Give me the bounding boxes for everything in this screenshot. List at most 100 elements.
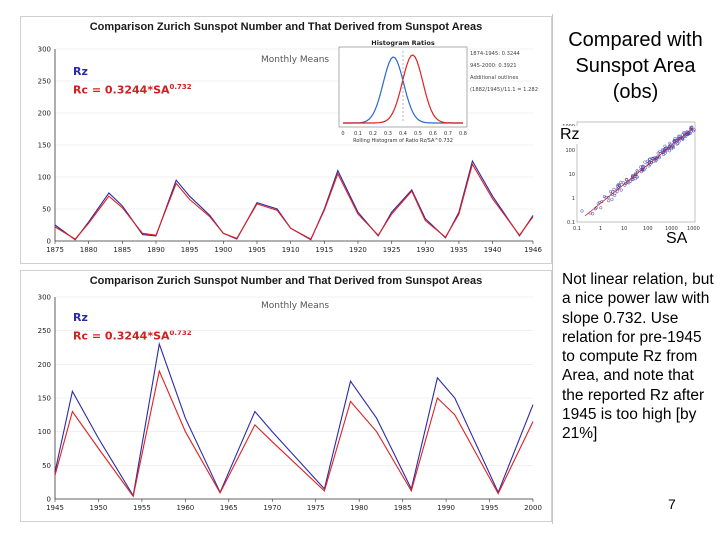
- scatter-point: [678, 139, 682, 143]
- scatter-point: [610, 197, 614, 202]
- x-tick-label: 1960: [176, 504, 194, 512]
- scatter-point: [599, 206, 603, 210]
- scatter-point: [668, 141, 672, 145]
- inset-tick-label: 0.1: [354, 131, 362, 137]
- scatter-point: [617, 186, 621, 190]
- scatter-point: [613, 193, 617, 197]
- chart-top-legend-rz: Rz: [73, 65, 88, 78]
- series-line-rz: [54, 159, 534, 241]
- scatter-point: [657, 156, 661, 160]
- scatter-point: [692, 128, 696, 132]
- slide-title: Compared with Sunspot Area (obs): [568, 29, 703, 103]
- scatter-y-tick: 100: [565, 148, 575, 154]
- x-tick-label: 1980: [350, 504, 368, 512]
- chart-bottom-legend-rc: Rc = 0.3244*SA0.732: [73, 329, 192, 343]
- scatter-point: [609, 190, 613, 194]
- inset-tick-label: 0.6: [429, 131, 437, 137]
- scatter-point: [621, 181, 625, 185]
- chart-bottom-legend-rz: Rz: [73, 311, 88, 324]
- inset-xlabel: Rolling Histogram of Ratio Rz/SA^0.732: [353, 138, 453, 144]
- scatter-point: [671, 146, 676, 150]
- chart-bottom-title: Comparison Zurich Sunspot Number and Tha…: [89, 275, 483, 287]
- scatter-point: [654, 156, 658, 161]
- scatter-x-tick: 1000: [665, 226, 678, 232]
- inset-tick-label: 0.4: [399, 131, 407, 137]
- scatter-point: [580, 209, 584, 213]
- x-tick-label: 1885: [113, 246, 131, 254]
- chart-top-legend-rc: Rc = 0.3244*SA0.732: [73, 83, 192, 97]
- y-tick-label: 250: [38, 327, 51, 335]
- y-tick-label: 100: [38, 428, 51, 436]
- inset-note: (1882/1945)/11.1 = 1.282: [470, 87, 538, 93]
- x-tick-label: 1985: [394, 504, 412, 512]
- scatter-point: [619, 188, 623, 192]
- inset-note: 1874-1945: 0.3244: [470, 51, 521, 57]
- scatter-x-tick: 1: [599, 226, 602, 232]
- scatter-point: [679, 135, 683, 140]
- x-tick-label: 1950: [90, 504, 108, 512]
- scatter-plot: 0.111010010001000010001001010.1: [562, 121, 700, 232]
- scatter-x-tick: 100: [643, 226, 653, 232]
- x-tick-label: 1946: [524, 246, 542, 254]
- chart-bottom: Comparison Zurich Sunspot Number and Tha…: [20, 270, 552, 522]
- scatter-point: [676, 141, 680, 146]
- y-tick-label: 0: [47, 238, 51, 246]
- scatter-point: [634, 173, 638, 177]
- scatter-fit-line: [584, 127, 694, 217]
- x-tick-label: 1970: [263, 504, 281, 512]
- y-tick-label: 300: [38, 46, 51, 54]
- x-tick-label: 1935: [450, 246, 468, 254]
- y-tick-label: 200: [38, 110, 51, 118]
- page-number: 7: [668, 496, 676, 512]
- series-line-rc: [54, 369, 534, 498]
- scatter-point: [671, 144, 675, 148]
- x-tick-label: 1920: [349, 246, 367, 254]
- scatter-point: [661, 147, 665, 152]
- scatter-point: [602, 195, 606, 199]
- x-tick-label: 1900: [214, 246, 232, 254]
- scatter-y-label: Rz: [558, 126, 582, 144]
- scatter-point: [612, 187, 616, 191]
- x-tick-label: 1915: [315, 246, 333, 254]
- scatter-point: [617, 184, 621, 188]
- scatter-point: [647, 164, 651, 168]
- x-tick-label: 1875: [46, 246, 64, 254]
- scatter-point: [667, 145, 672, 149]
- series-line-rc: [54, 162, 534, 240]
- scatter-y-tick: 0.1: [567, 220, 575, 226]
- x-tick-label: 1995: [481, 504, 499, 512]
- scatter-frame: [576, 121, 696, 223]
- scatter-point: [658, 150, 662, 154]
- x-tick-label: 1990: [437, 504, 455, 512]
- chart-top-subtitle: Monthly Means: [261, 55, 330, 65]
- inset-title: Histogram Ratios: [371, 39, 435, 47]
- scatter-point: [663, 144, 667, 148]
- scatter-x-label: SA: [664, 230, 690, 248]
- chart-bottom-subtitle: Monthly Means: [261, 301, 330, 311]
- inset-tick-label: 0: [341, 131, 344, 137]
- scatter-point: [645, 159, 650, 163]
- x-tick-label: 1880: [80, 246, 98, 254]
- scatter-point: [630, 176, 634, 180]
- scatter-y-tick: 10: [569, 172, 575, 178]
- scatter-point: [671, 142, 675, 146]
- scatter-point: [640, 164, 644, 168]
- inset-note: 945-2000: 0.3921: [470, 63, 517, 69]
- series-line-rz: [54, 341, 534, 498]
- chart-top-title: Comparison Zurich Sunspot Number and Tha…: [89, 21, 483, 33]
- y-tick-label: 100: [38, 174, 51, 182]
- chart-bottom-plot: 0 50 100 150 200 250 300 1945 1950 1955 1960 1965 19…: [38, 294, 542, 513]
- y-tick-label: 0: [47, 496, 51, 504]
- scatter-y-tick: 1: [572, 196, 575, 202]
- x-tick-label: 1930: [416, 246, 434, 254]
- x-tick-label: 1965: [220, 504, 238, 512]
- inset-tick-label: 0.8: [459, 131, 467, 137]
- x-tick-label: 1905: [248, 246, 266, 254]
- inset-tick-label: 0.2: [369, 131, 377, 137]
- x-tick-label: 1940: [484, 246, 502, 254]
- scatter-x-tick: 10000: [687, 226, 700, 232]
- x-tick-label: 2000: [524, 504, 542, 512]
- inset-note: Additional outlines: [470, 75, 519, 81]
- divider: [552, 14, 553, 524]
- x-tick-label: 1955: [133, 504, 151, 512]
